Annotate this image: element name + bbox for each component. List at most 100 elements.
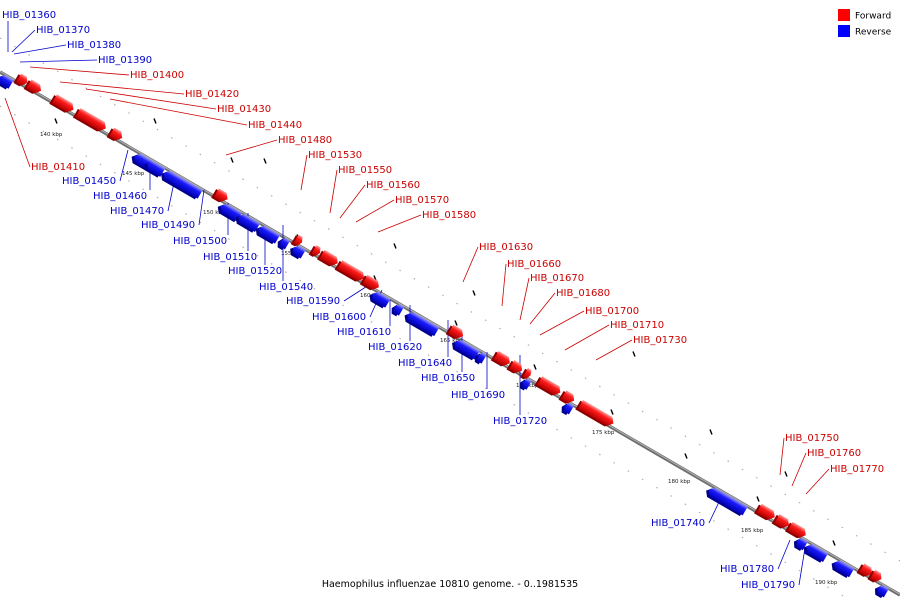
gene-label[interactable]: HIB_01770 bbox=[830, 464, 884, 475]
gene-label[interactable]: HIB_01750 bbox=[785, 433, 839, 444]
gene-label[interactable]: HIB_01660 bbox=[507, 259, 561, 270]
gene-label[interactable]: HIB_01380 bbox=[67, 40, 121, 51]
scale-tick-mark bbox=[756, 496, 760, 502]
forward-gene-arrow[interactable] bbox=[558, 389, 577, 406]
reverse-gene-arrow[interactable] bbox=[402, 309, 440, 337]
gene-body bbox=[454, 339, 480, 360]
reverse-gene-arrow[interactable] bbox=[450, 337, 480, 361]
forward-gene-arrow[interactable] bbox=[23, 78, 44, 96]
gene-body bbox=[337, 260, 365, 281]
leader-line bbox=[339, 184, 366, 219]
gene-label[interactable]: HIB_01760 bbox=[807, 448, 861, 459]
gene-label[interactable]: HIB_01590 bbox=[286, 296, 340, 307]
gene-label[interactable]: HIB_01780 bbox=[720, 564, 774, 575]
gene-label[interactable]: HIB_01610 bbox=[337, 327, 391, 338]
leader-line bbox=[4, 97, 31, 168]
reverse-gene-arrow[interactable] bbox=[288, 243, 306, 260]
gene-label[interactable]: HIB_01430 bbox=[217, 104, 271, 115]
forward-gene-arrow[interactable] bbox=[13, 73, 29, 89]
reverse-gene-arrow[interactable] bbox=[389, 302, 404, 317]
gene-label[interactable]: HIB_01400 bbox=[130, 70, 184, 81]
forward-gene-arrow[interactable] bbox=[72, 107, 108, 134]
gene-label[interactable]: HIB_01740 bbox=[651, 518, 705, 529]
gene-label[interactable]: HIB_01720 bbox=[493, 416, 547, 427]
forward-gene-arrow[interactable] bbox=[534, 375, 563, 398]
reverse-gene-arrow[interactable] bbox=[233, 211, 261, 233]
forward-gene-arrow[interactable] bbox=[308, 244, 323, 259]
reverse-gene-arrow[interactable] bbox=[872, 583, 889, 599]
reverse-gene-arrow[interactable] bbox=[801, 541, 829, 563]
forward-gene-arrow[interactable] bbox=[334, 259, 367, 284]
gene-label[interactable]: HIB_01460 bbox=[93, 191, 147, 202]
gene-label[interactable]: HIB_01700 bbox=[585, 306, 639, 317]
gene-label[interactable]: HIB_01480 bbox=[278, 135, 332, 146]
gene-label[interactable]: HIB_01640 bbox=[398, 358, 452, 369]
gene-body bbox=[213, 188, 228, 202]
gene-label[interactable]: HIB_01620 bbox=[368, 342, 422, 353]
forward-gene-arrow[interactable] bbox=[856, 562, 875, 579]
gene-body bbox=[26, 79, 42, 94]
forward-gene-arrow[interactable] bbox=[506, 359, 525, 376]
gene-label[interactable]: HIB_01500 bbox=[173, 236, 227, 247]
leader-line bbox=[119, 149, 129, 182]
forward-gene-arrow[interactable] bbox=[784, 521, 808, 541]
reverse-gene-arrow[interactable] bbox=[275, 236, 290, 251]
reverse-gene-arrow[interactable] bbox=[473, 350, 487, 365]
forward-gene-arrow[interactable] bbox=[290, 234, 305, 249]
gene-label[interactable]: HIB_01570 bbox=[395, 195, 449, 206]
reverse-gene-arrow[interactable] bbox=[791, 536, 808, 552]
forward-gene-arrow[interactable] bbox=[753, 503, 777, 523]
gene-label[interactable]: HIB_01560 bbox=[366, 180, 420, 191]
gene-label[interactable]: HIB_01710 bbox=[610, 320, 664, 331]
forward-gene-arrow[interactable] bbox=[520, 367, 533, 381]
leader-line bbox=[805, 468, 830, 495]
reverse-gene-arrow[interactable] bbox=[518, 377, 532, 392]
gene-body bbox=[372, 291, 391, 308]
gene-label[interactable]: HIB_01650 bbox=[421, 373, 475, 384]
forward-gene-arrow[interactable] bbox=[359, 274, 382, 293]
forward-gene-arrow[interactable] bbox=[316, 249, 340, 269]
forward-gene-arrow[interactable] bbox=[490, 350, 513, 369]
reverse-gene-arrow[interactable] bbox=[559, 401, 574, 416]
gene-label[interactable]: HIB_01440 bbox=[248, 120, 302, 131]
reverse-gene-arrow[interactable] bbox=[159, 168, 203, 200]
reverse-gene-arrow[interactable] bbox=[142, 158, 166, 178]
reverse-gene-arrow[interactable] bbox=[704, 485, 748, 517]
forward-gene-arrow[interactable] bbox=[49, 93, 76, 115]
gene-label[interactable]: HIB_01490 bbox=[141, 220, 195, 231]
gene-label[interactable]: HIB_01360 bbox=[2, 10, 56, 21]
gene-label[interactable]: HIB_01550 bbox=[338, 165, 392, 176]
leader-line bbox=[300, 154, 308, 191]
forward-gene-arrow[interactable] bbox=[445, 324, 466, 342]
gene-label[interactable]: HIB_01410 bbox=[31, 162, 85, 173]
gene-body bbox=[75, 108, 106, 131]
gene-label[interactable]: HIB_01370 bbox=[36, 25, 90, 36]
gene-label[interactable]: HIB_01420 bbox=[185, 89, 239, 100]
gene-label[interactable]: HIB_01390 bbox=[98, 55, 152, 66]
gene-label[interactable]: HIB_01730 bbox=[633, 335, 687, 346]
gene-label[interactable]: HIB_01510 bbox=[203, 252, 257, 263]
legend-forward-label: Forward bbox=[855, 12, 891, 22]
gene-label[interactable]: HIB_01670 bbox=[530, 273, 584, 284]
gene-label[interactable]: HIB_01680 bbox=[556, 288, 610, 299]
gene-label[interactable]: HIB_01520 bbox=[228, 266, 282, 277]
gene-label[interactable]: HIB_01540 bbox=[259, 282, 313, 293]
forward-gene-arrow[interactable] bbox=[211, 187, 230, 205]
forward-gene-arrow[interactable] bbox=[771, 513, 792, 531]
reverse-gene-arrow[interactable] bbox=[0, 72, 14, 90]
reverse-gene-arrow[interactable] bbox=[829, 558, 855, 579]
gene-label[interactable]: HIB_01600 bbox=[312, 312, 366, 323]
gene-label[interactable]: HIB_01580 bbox=[422, 210, 476, 221]
scale-tick-label: 180 kbp bbox=[668, 479, 691, 485]
reverse-gene-arrow[interactable] bbox=[367, 289, 391, 309]
forward-gene-arrow[interactable] bbox=[106, 127, 125, 144]
gene-label[interactable]: HIB_01530 bbox=[308, 150, 362, 161]
gene-label[interactable]: HIB_01450 bbox=[62, 176, 116, 187]
gene-label[interactable]: HIB_01630 bbox=[479, 242, 533, 253]
gene-label[interactable]: HIB_01790 bbox=[741, 580, 795, 591]
forward-gene-arrow[interactable] bbox=[575, 399, 616, 429]
reverse-gene-arrow[interactable] bbox=[253, 223, 281, 245]
gene-label[interactable]: HIB_01470 bbox=[110, 206, 164, 217]
forward-gene-arrow[interactable] bbox=[867, 569, 883, 585]
gene-label[interactable]: HIB_01690 bbox=[451, 390, 505, 401]
